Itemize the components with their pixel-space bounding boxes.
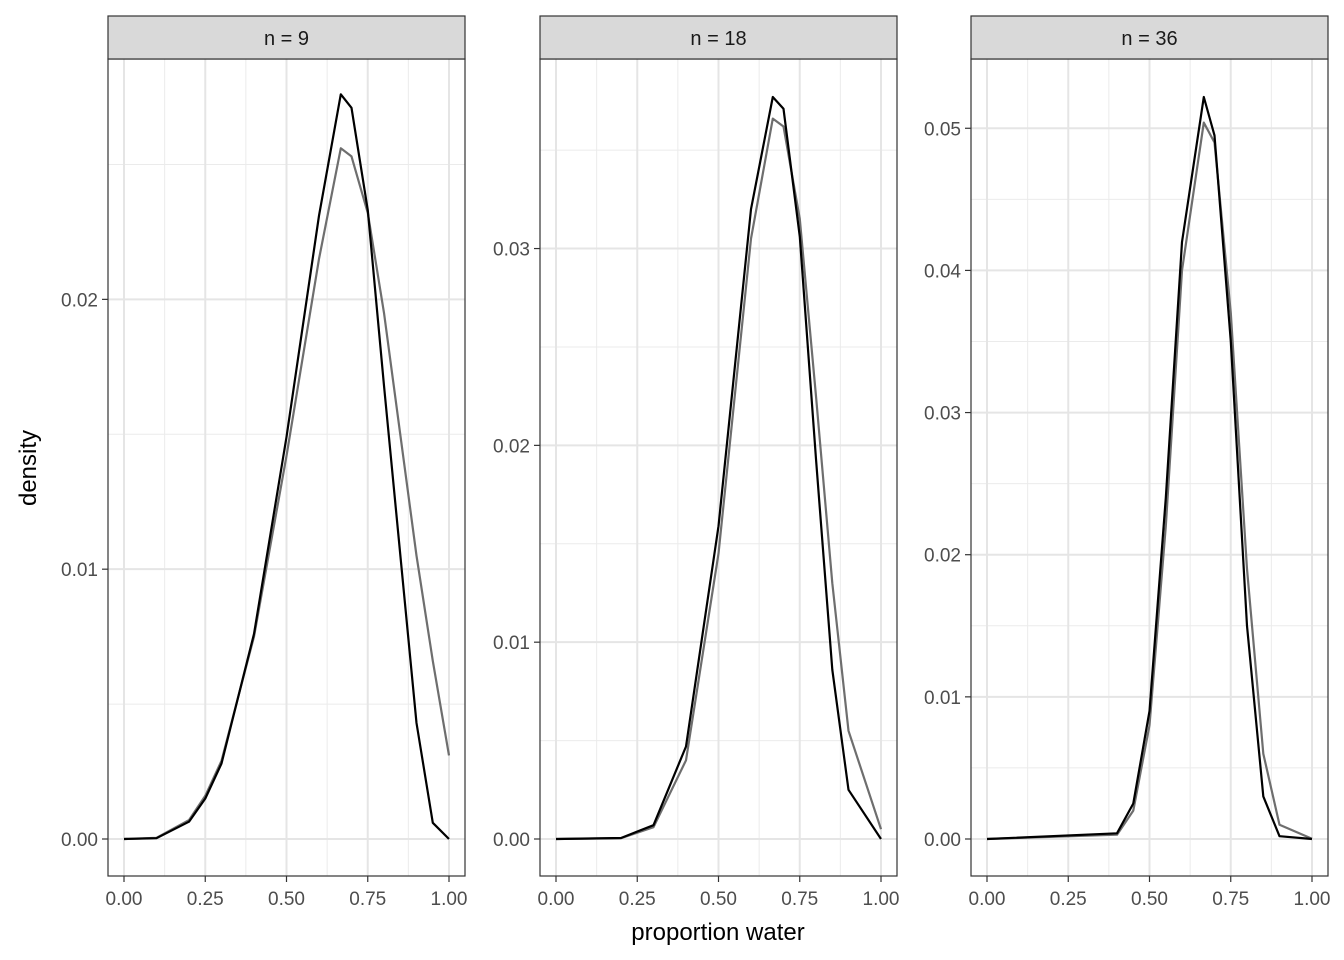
x-tick-label: 0.00	[969, 889, 1006, 910]
posterior-line-gray	[555, 117, 883, 841]
y-tick-label: 0.02	[924, 546, 961, 567]
y-tick-label: 0.03	[924, 404, 961, 425]
posterior-line-gray	[123, 147, 451, 841]
y-tick-label: 0.00	[61, 830, 98, 851]
facet-strip-label: n = 18	[690, 28, 746, 50]
x-tick-label: 1.00	[1294, 889, 1331, 910]
x-tick-label: 1.00	[863, 889, 900, 910]
x-tick-label: 0.25	[1050, 889, 1087, 910]
y-tick-label: 0.04	[924, 261, 961, 282]
x-tick-label: 0.75	[349, 889, 386, 910]
posterior-line-black	[555, 95, 882, 841]
y-tick-label: 0.03	[493, 240, 530, 261]
facet-panel-n9: n = 9 0.00 0.25 0.50 0.75 1.00 0.00 0.01 0.02	[61, 15, 468, 910]
y-tick-label: 0.00	[493, 830, 530, 851]
x-tick-label: 0.50	[268, 889, 305, 910]
y-tick-label: 0.00	[924, 830, 961, 851]
facet-strip	[970, 15, 1329, 60]
x-tick-label: 0.75	[1212, 889, 1249, 910]
x-axis-title: proportion water	[631, 919, 804, 946]
x-tick-label: 0.00	[538, 889, 575, 910]
facet-strip-label: n = 9	[264, 28, 309, 50]
facet-strip	[107, 15, 466, 60]
facet-strip	[539, 15, 898, 60]
facet-panels: n = 90.00 0.25 0.50 0.75 1.000.000.010.02n =…	[61, 15, 1331, 910]
y-tick-label: 0.02	[493, 436, 530, 457]
facet-panel-n36: n = 36 0.00 0.25 0.50 0.75 1.00 0.00 0.01 0.02 0.…	[924, 15, 1331, 910]
x-tick-label: 0.75	[781, 889, 818, 910]
posterior-line-black	[986, 95, 1313, 841]
posterior-line-black	[123, 93, 450, 841]
y-tick-label: 0.02	[61, 290, 98, 311]
facet-strip-label: n = 36	[1121, 28, 1177, 50]
y-tick-label: 0.01	[493, 633, 530, 654]
x-tick-label: 0.00	[106, 889, 143, 910]
y-tick-label: 0.01	[61, 560, 98, 581]
y-axis-title: density	[15, 430, 42, 506]
x-tick-label: 0.50	[1131, 889, 1168, 910]
x-tick-label: 0.25	[619, 889, 656, 910]
x-tick-label: 0.25	[187, 889, 224, 910]
y-tick-label: 0.01	[924, 688, 961, 709]
y-tick-label: 0.05	[924, 119, 961, 140]
facet-panel-n18: n = 18 0.00 0.25 0.50 0.75 1.00 0.00 0.01 0.02 0.…	[493, 15, 900, 910]
x-tick-label: 1.00	[431, 889, 468, 910]
posterior-line-gray	[986, 121, 1313, 841]
x-tick-label: 0.50	[700, 889, 737, 910]
